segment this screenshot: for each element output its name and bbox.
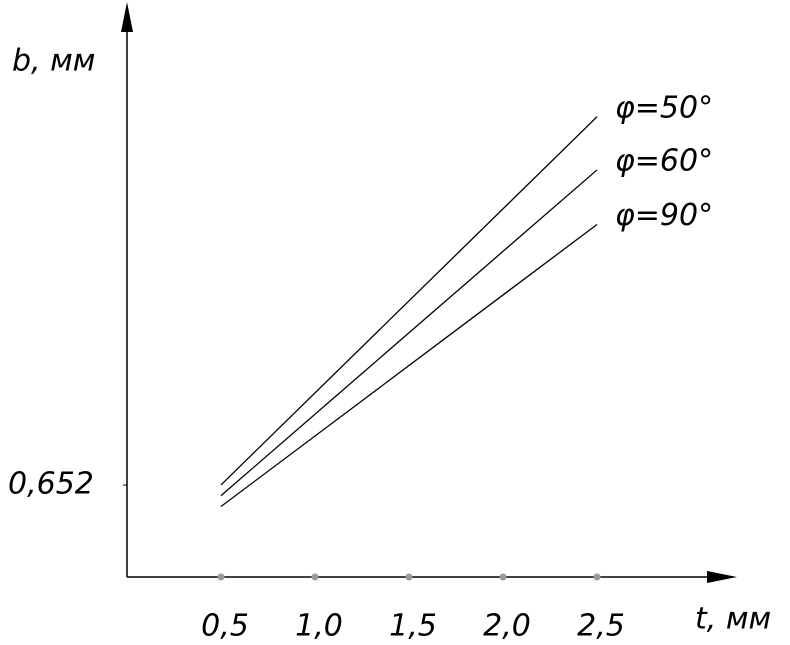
- x-tick-label: 0,5: [201, 609, 249, 644]
- x-tick-mark: [593, 573, 601, 581]
- x-tick-label: 2,0: [483, 609, 531, 644]
- x-tick-mark: [311, 573, 319, 581]
- series-line: [220, 116, 598, 486]
- x-tick-label: 2,5: [577, 609, 625, 644]
- x-tick-label: 1,5: [389, 609, 437, 644]
- series-label: φ=60°: [615, 143, 713, 178]
- x-tick-mark: [217, 573, 225, 581]
- x-tick-mark: [499, 573, 507, 581]
- series-line: [220, 169, 598, 497]
- x-axis-arrow: [707, 571, 737, 583]
- y-tick-label: 0,652: [8, 467, 94, 502]
- x-tick-mark: [405, 573, 413, 581]
- y-axis-label: b, мм: [12, 44, 95, 79]
- y-axis-arrow: [121, 2, 133, 32]
- series-label: φ=90°: [615, 198, 713, 233]
- x-tick-label: 1,0: [295, 609, 343, 644]
- series-label: φ=50°: [615, 90, 713, 125]
- x-axis-label: t, мм: [695, 602, 771, 637]
- series-line: [220, 223, 598, 508]
